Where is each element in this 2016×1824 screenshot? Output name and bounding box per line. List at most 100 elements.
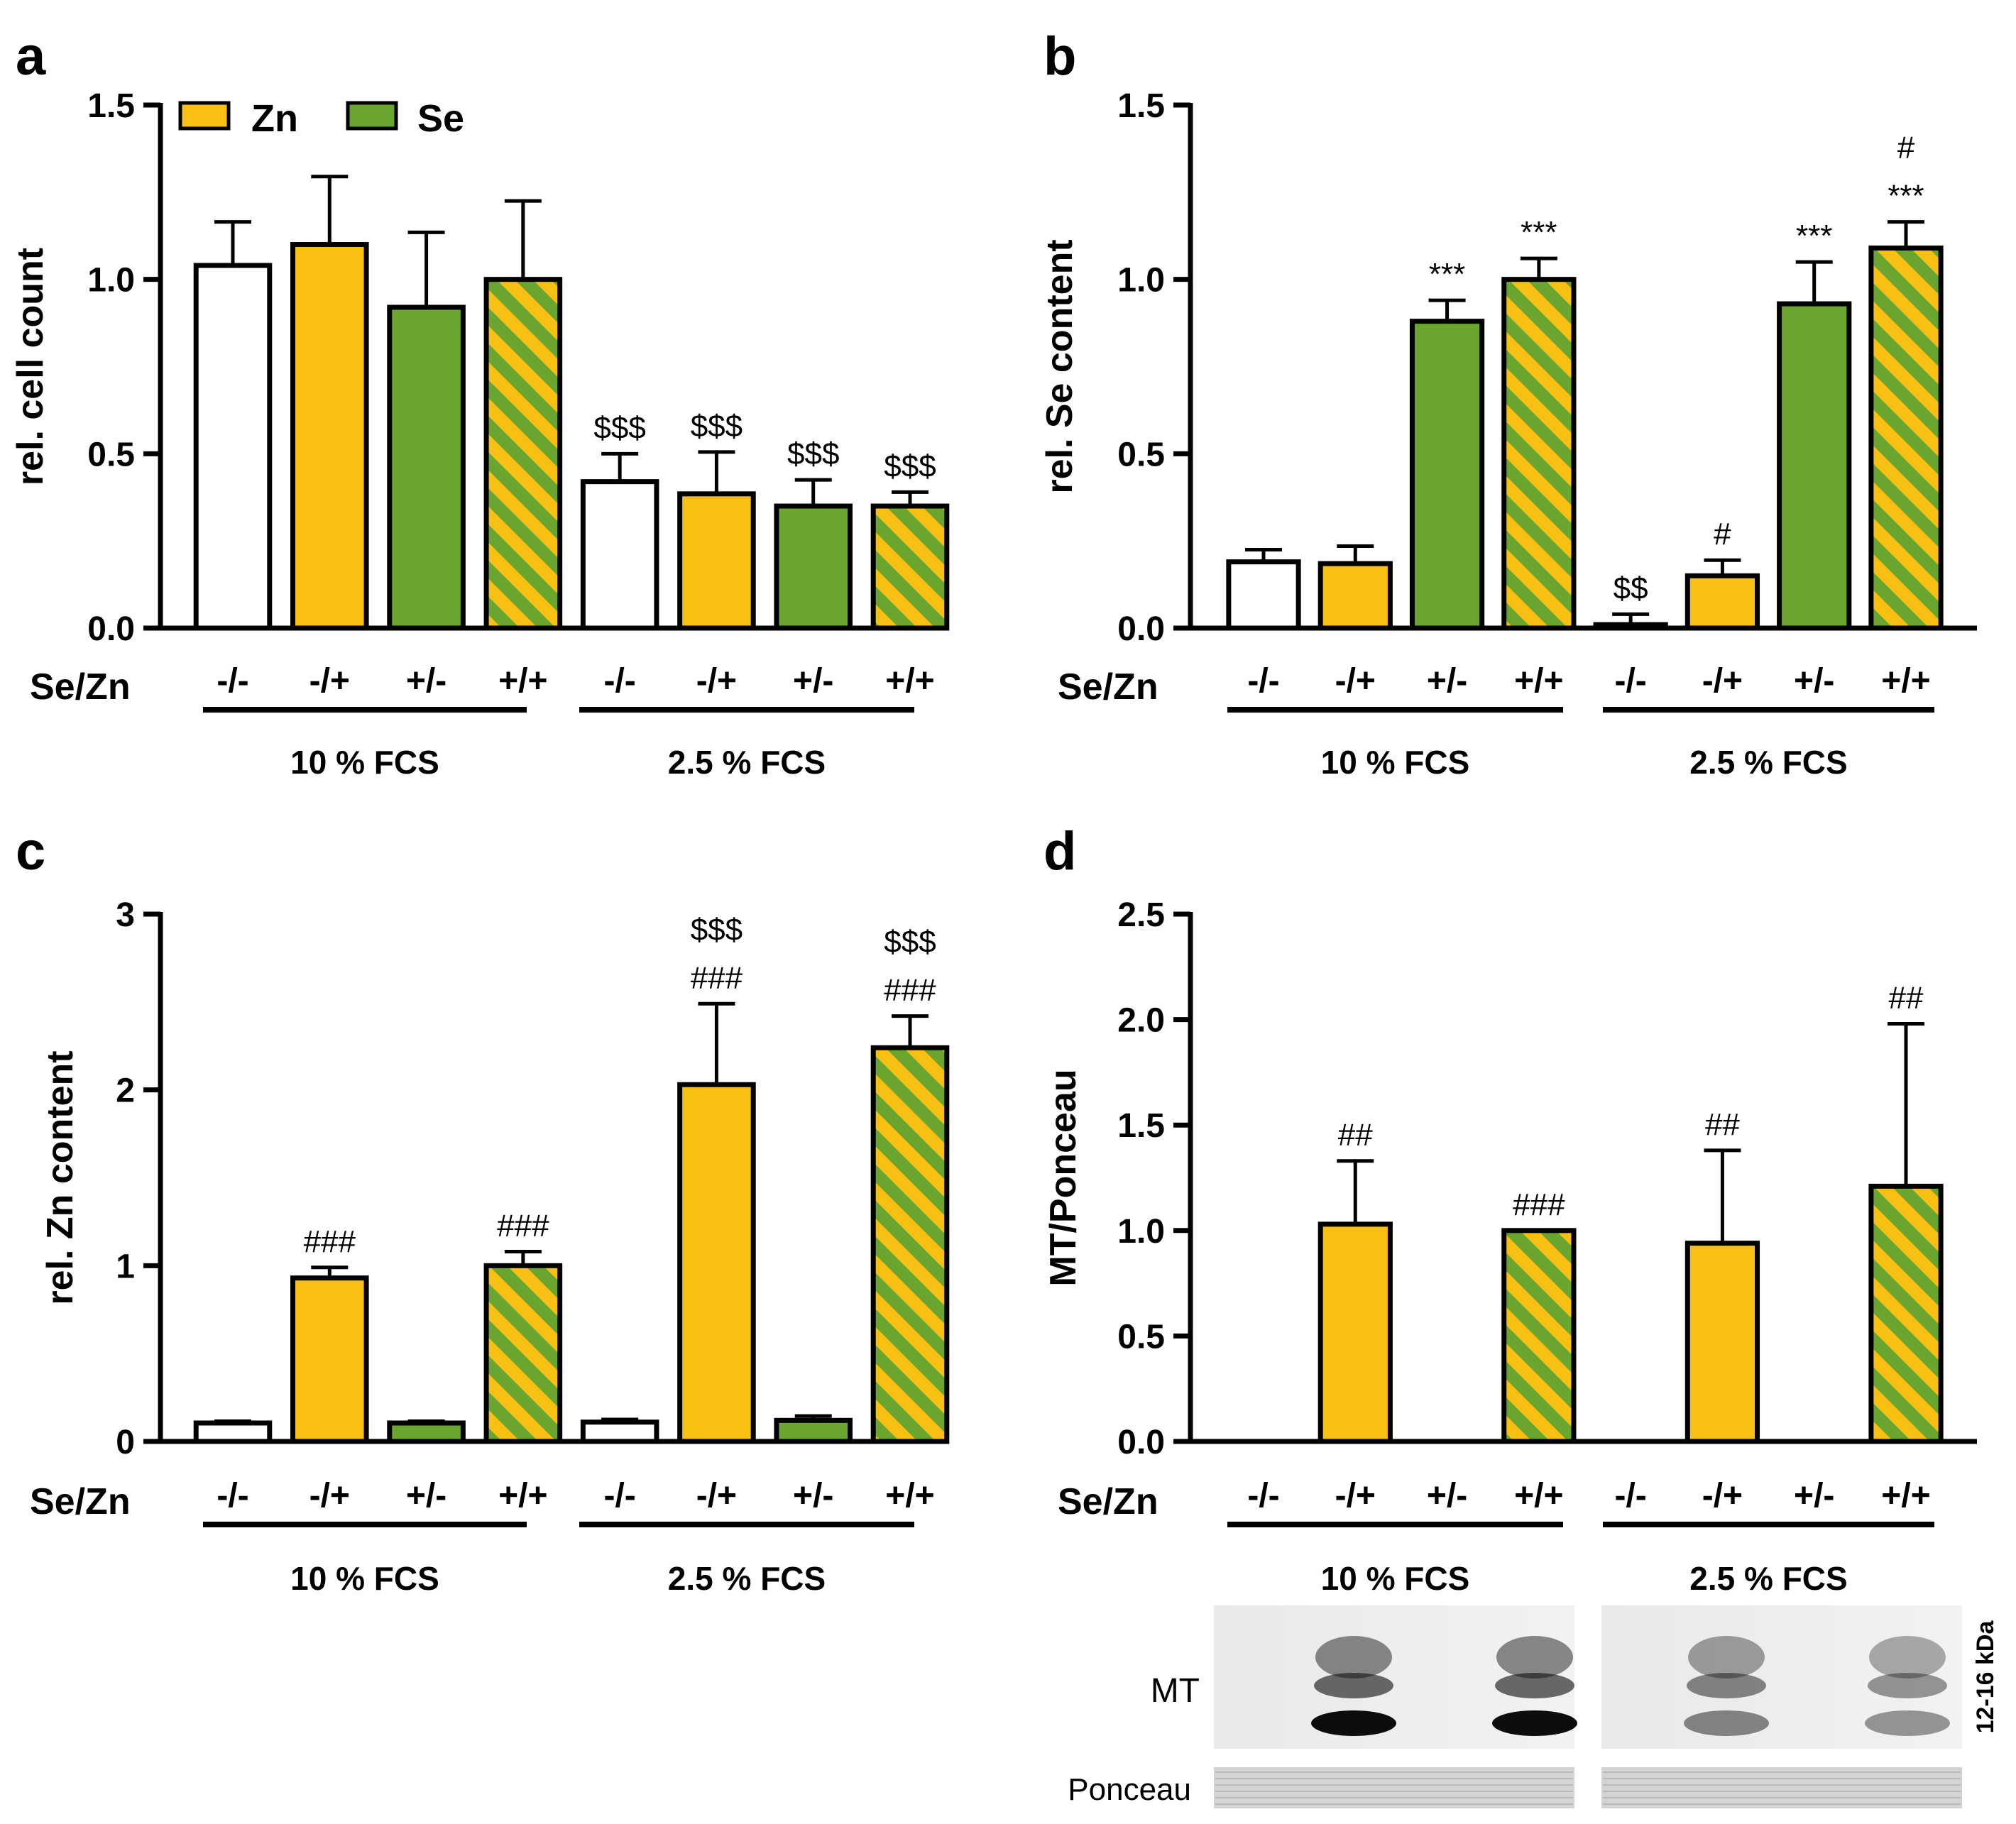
significance-marker: ## <box>1338 1118 1373 1153</box>
group-label: 10 % FCS <box>290 1560 439 1597</box>
bar <box>483 277 563 631</box>
y-tick-label: 0.0 <box>87 610 135 648</box>
blot-ponceau-label: Ponceau <box>1068 1772 1191 1807</box>
blot-band-lower <box>1684 1710 1769 1736</box>
y-axis-title: rel. Zn content <box>40 1050 81 1304</box>
y-tick-label: 1.0 <box>1117 1213 1165 1251</box>
category-label: -/- <box>1247 1477 1279 1515</box>
blot-size-label: 12-16 kDa <box>1972 1620 1999 1734</box>
category-label: +/- <box>1794 662 1834 700</box>
bar <box>1226 559 1301 631</box>
blot-band-lower <box>1492 1710 1577 1736</box>
panel-label-a: a <box>16 26 46 87</box>
blot-band-upper <box>1496 1636 1573 1679</box>
category-label: +/- <box>406 1477 447 1515</box>
significance-marker: # <box>1897 131 1915 165</box>
group-label: 10 % FCS <box>290 744 439 781</box>
y-tick-label: 3 <box>116 896 135 934</box>
y-tick-label: 1.0 <box>1117 262 1165 300</box>
y-tick-label: 0.5 <box>87 436 135 473</box>
bar <box>1868 1183 1944 1444</box>
bar <box>774 503 853 631</box>
y-axis-title: rel. Se content <box>1039 239 1080 493</box>
y-tick-label: 2.5 <box>1117 896 1165 934</box>
group-label: 2.5 % FCS <box>1689 744 1847 781</box>
category-label: -/+ <box>696 1477 737 1515</box>
category-label: -/- <box>1247 662 1279 700</box>
category-label: -/+ <box>309 662 350 700</box>
bar <box>1777 301 1852 631</box>
category-label: +/+ <box>1514 662 1563 700</box>
legend-zn-label: Zn <box>251 97 298 140</box>
bar <box>677 1082 756 1444</box>
significance-marker: $$$ <box>691 409 743 444</box>
category-label: +/- <box>1427 1477 1467 1515</box>
group-label: 2.5 % FCS <box>668 744 826 781</box>
bar <box>1684 573 1760 631</box>
bar <box>1317 1221 1393 1444</box>
legend: Zn Se <box>178 97 464 140</box>
bar <box>870 1045 950 1444</box>
significance-marker: $$ <box>1614 571 1648 605</box>
bar <box>870 503 950 631</box>
bar <box>483 1263 563 1444</box>
category-label: +/+ <box>885 1477 934 1515</box>
group-label: 10 % FCS <box>1321 1560 1470 1597</box>
bar <box>677 491 756 631</box>
significance-marker: ### <box>1513 1187 1565 1222</box>
blot-mt-right-strip <box>1601 1605 1962 1749</box>
category-label: -/+ <box>1702 1477 1743 1515</box>
bar <box>1409 319 1485 631</box>
significance-marker: $$$ <box>884 925 936 960</box>
y-tick-label: 0.0 <box>1117 1424 1165 1461</box>
bar <box>1684 1241 1760 1444</box>
y-tick-label: 2 <box>116 1072 135 1110</box>
category-label: +/+ <box>1881 662 1930 700</box>
significance-marker: *** <box>1429 257 1465 292</box>
y-tick-label: 0.5 <box>1117 436 1165 473</box>
bar <box>580 479 659 631</box>
category-label: -/- <box>603 662 635 700</box>
bar <box>290 1275 369 1444</box>
category-label: -/- <box>217 1477 248 1515</box>
y-tick-label: 0 <box>116 1424 135 1461</box>
legend-se-swatch <box>346 101 398 131</box>
category-label: +/+ <box>498 1477 547 1515</box>
row-label-se-zn: Se/Zn <box>1058 666 1158 708</box>
category-label: -/+ <box>696 662 737 700</box>
bar <box>580 1419 659 1444</box>
chart-panel-b: 0.0 0.5 1.0 1.5 rel. Se content -/- -/+ *** +/- *… <box>1039 87 1977 781</box>
category-label: -/+ <box>1335 662 1376 700</box>
y-tick-label: 1.0 <box>87 262 135 300</box>
y-tick-label: 1.5 <box>87 87 135 125</box>
category-label: +/- <box>406 662 447 700</box>
category-label: -/- <box>603 1477 635 1515</box>
category-label: +/+ <box>1514 1477 1563 1515</box>
bar <box>193 1420 273 1444</box>
category-label: -/- <box>1614 662 1646 700</box>
group-label: 2.5 % FCS <box>1689 1560 1847 1597</box>
bar <box>1501 1228 1577 1444</box>
blot-band-middle <box>1687 1673 1766 1698</box>
group-label: 2.5 % FCS <box>668 1560 826 1597</box>
significance-marker: $$$ <box>593 410 645 445</box>
bar <box>1868 245 1944 631</box>
blot-band-upper <box>1688 1636 1765 1679</box>
blot-bands <box>1311 1636 1950 1736</box>
y-axis-title: MT/Ponceau <box>1043 1069 1084 1286</box>
row-label-se-zn: Se/Zn <box>30 666 131 708</box>
category-label: +/- <box>1427 662 1467 700</box>
significance-marker: *** <box>1521 215 1557 250</box>
category-label: +/+ <box>885 662 934 700</box>
y-tick-label: 1.5 <box>1117 1107 1165 1145</box>
ponceau-texture <box>1215 1771 1961 1805</box>
bar <box>193 263 273 631</box>
category-label: -/+ <box>309 1477 350 1515</box>
group-label: 10 % FCS <box>1321 744 1470 781</box>
blot-ponceau-left-strip <box>1214 1767 1574 1808</box>
category-label: +/- <box>793 662 833 700</box>
category-label: +/+ <box>498 662 547 700</box>
significance-marker: *** <box>1796 219 1832 253</box>
bar <box>290 242 369 631</box>
